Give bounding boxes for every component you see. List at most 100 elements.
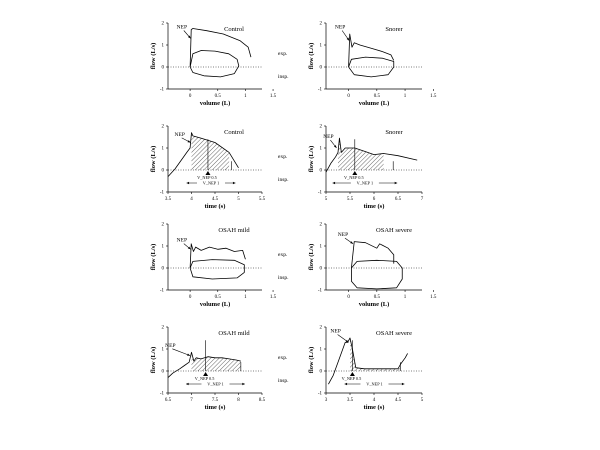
x-tick-label: 6 [373,197,376,202]
x-axis-label: volume (L) [200,301,231,308]
series-flow [167,351,241,378]
x-tick-label: 5 [237,197,240,202]
y-tick-label: 0 [320,169,323,174]
series-nep-loop [189,28,252,68]
nep-volume-hatch [191,352,241,371]
x-tick-label: 1 [244,94,247,99]
nep-arrowhead [187,353,191,356]
panel-title: OSAH mild [218,330,250,337]
x-tick-label: 4.5 [212,197,219,202]
x-tick-label: 0.5 [374,295,381,300]
panel-4: -1 0 1 2 5 5.5 6 6.5 7 time (s) flow (L/s) Snorer NE… [308,125,424,210]
series-flow [325,137,418,173]
y-tick-label: 1 [162,147,165,152]
nep-label: NEP [323,134,333,140]
y-tick-label: 1 [320,44,323,49]
y-tick-label: 1 [320,245,323,250]
x-tick-label: 0 [347,295,350,300]
nep-volume-hatch [191,132,230,170]
y-tick-label: 2 [162,326,165,331]
nep-label: NEP [335,25,345,31]
x-tick-label: 1.5 [270,295,277,300]
y-axis-label: flow (L/s) [308,244,315,271]
panel-7: -1 0 1 2 6.5 7 7.5 8 8.5 time (s) flow (L/s) OSAH m… [150,326,289,411]
nep-label: NEP [175,132,185,138]
vnep05-label: V_NEP 0.5 [197,175,217,180]
y-tick-label: 1 [320,348,323,353]
y-tick-label: 1 [162,245,165,250]
y-tick-label: -1 [160,289,165,294]
panel-6: -1 0 1 2 0 0.5 1 1.5 volume (L) flow (L/s) OSAH se… [308,223,437,308]
x-tick-label: 1 [404,94,407,99]
vnep-arrow [352,171,358,175]
range-arrow-left [332,181,336,185]
series-tidal-loop [348,56,395,78]
y-tick-label: 2 [320,22,323,27]
x-tick-label: 4 [373,398,376,403]
y-tick-label: 2 [320,326,323,331]
range-arrow-left [344,382,348,386]
y-tick-label: -1 [160,88,165,93]
nep-arrowhead [350,241,354,244]
nep-label: NEP [177,25,187,31]
nep-label: NEP [165,343,175,349]
nep-arrow [172,348,191,356]
panel-5: -1 0 1 2 0 0.5 1 1.5 volume (L) flow (L/s) OSAH mi… [150,223,289,308]
y-tick-label: 2 [162,223,165,228]
nep-volume-hatch [338,138,384,170]
x-tick-label: 0.5 [374,94,381,99]
x-tick-label: 8 [237,398,240,403]
x-tick-label: 5.5 [259,197,266,202]
range-arrow-left [186,181,190,185]
panel-title: OSAH severe [376,227,412,234]
y-tick-label: 2 [320,125,323,130]
y-tick-label: -1 [318,289,323,294]
x-tick-label: 1 [404,295,407,300]
x-tick-label: 1.5 [430,94,437,99]
y-tick-label: -1 [160,191,165,196]
nep-arrowhead [333,145,337,148]
x-tick-label: 3 [325,398,328,403]
vnep1-label: V_NEP 1 [357,181,373,186]
y-tick-label: -1 [318,392,323,397]
x-axis-label: time (s) [364,404,385,411]
series-flow [167,132,239,177]
y-tick-label: 1 [162,348,165,353]
series-tidal-loop [189,50,240,78]
vnep-arrow [203,372,209,376]
y-tick-label: 0 [162,169,165,174]
y-tick-label: 0 [162,370,165,375]
x-axis-label: volume (L) [359,100,390,107]
panel-8: -1 0 1 2 3 3.5 4 4.5 5 time (s) flow (L/s) OSAH sev… [308,326,424,411]
vnep1-label: V_NEP 1 [366,382,382,387]
vnep05-label: V_NEP 0.5 [342,376,362,381]
x-tick-label: 4.5 [395,398,402,403]
y-tick-label: 1 [162,44,165,49]
series-flow [328,337,408,385]
exp-label: exp. [278,154,288,160]
y-tick-label: 2 [162,22,165,27]
insp-label: insp. [278,378,289,384]
x-tick-label: 1 [244,295,247,300]
nep-label: NEP [338,232,348,238]
y-tick-label: -1 [318,88,323,93]
x-tick-label: 5 [421,398,424,403]
x-tick-label: 8.5 [259,398,266,403]
vnep1-label: V_NEP 1 [203,181,219,186]
insp-label: insp. [278,177,289,183]
x-tick-label: 7 [421,197,424,202]
nep-label: NEP [330,329,340,335]
panel-title: OSAH mild [218,227,250,234]
x-tick-label: 0 [347,94,350,99]
range-arrow-right [401,382,405,386]
y-tick-label: 0 [162,267,165,272]
y-tick-label: 0 [320,267,323,272]
panel-1: -1 0 1 2 0 0.5 1 1.5 volume (L) flow (L/s) Control… [150,22,289,107]
x-tick-label: 5.5 [347,197,354,202]
nep-arrowhead [187,140,191,143]
insp-label: insp. [278,275,289,281]
range-label-bg [350,179,379,186]
panel-title: Control [224,26,244,33]
y-axis-label: flow (L/s) [308,146,315,173]
